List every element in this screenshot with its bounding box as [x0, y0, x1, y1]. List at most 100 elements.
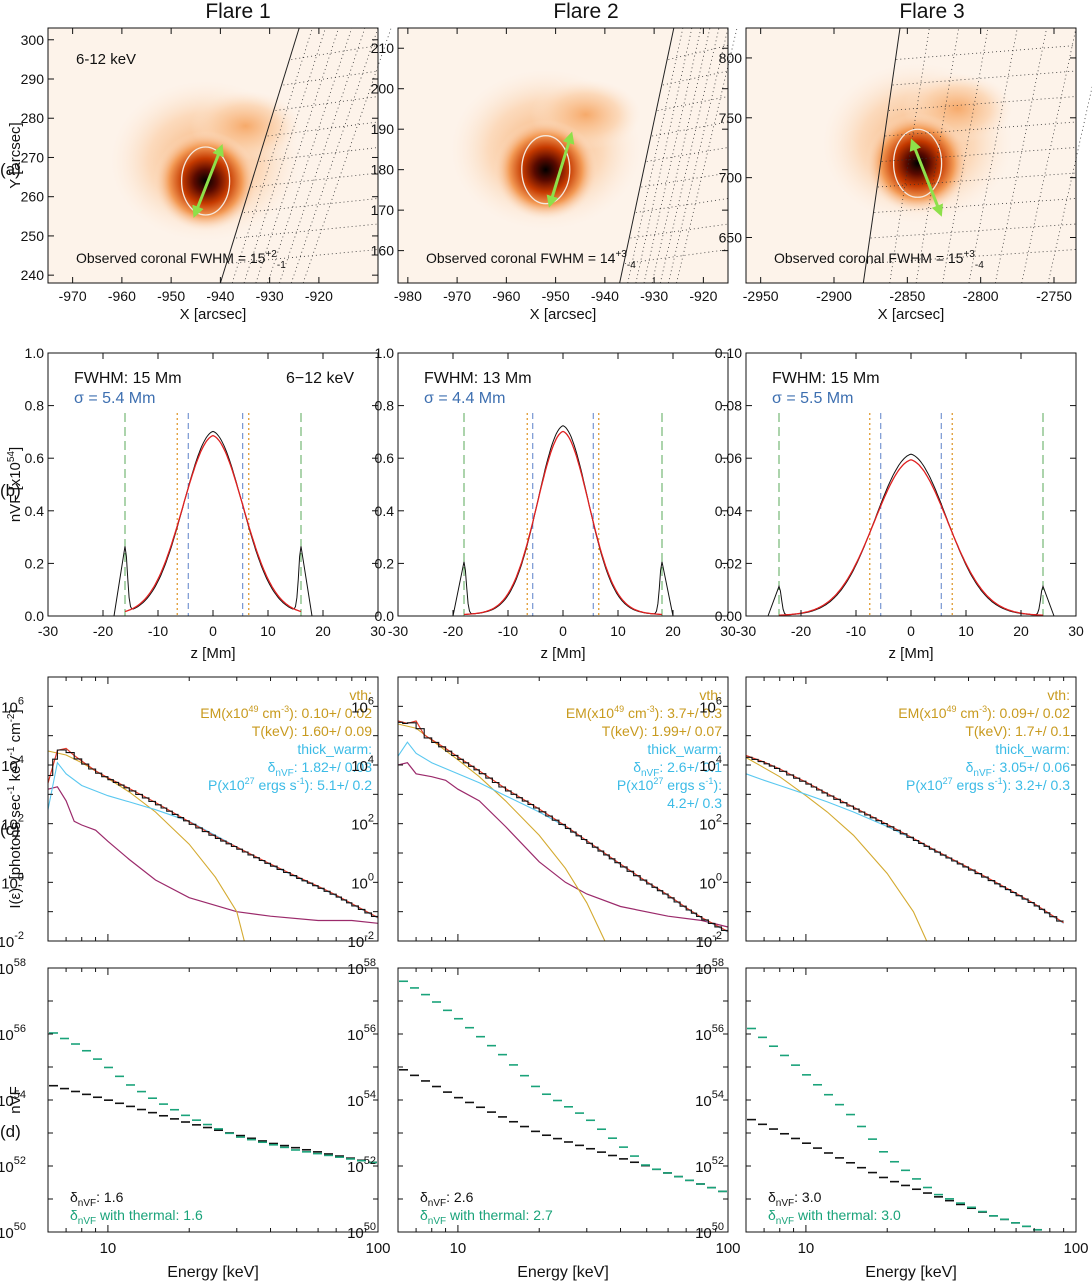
x-tick-label: -20 [791, 623, 811, 639]
x-tick-label: 10 [260, 623, 276, 639]
length-arrow [546, 131, 575, 208]
axes-frame [745, 27, 1077, 284]
grid-line [279, 27, 366, 284]
y-tick-label: 190 [371, 121, 395, 137]
y-tick-label: 10-2 [696, 930, 722, 951]
grid-line [243, 198, 379, 213]
x-tick-label: 30 [720, 623, 736, 639]
y-tick-exponent: 6 [18, 695, 24, 707]
x-tick-label: 100 [715, 1240, 740, 1257]
profile-panel: -30 -20 -10 0 10 20 30 0.0 0.2 0.4 0.6 0.8 1.0 z [Mm]… [375, 345, 736, 662]
thick-warm-label: thick_warm: [995, 741, 1070, 757]
em-value: ): 3.7+/ 0.3 [655, 705, 723, 721]
y-tick-label: 210 [371, 40, 395, 56]
y-tick-exponent: 6 [716, 695, 722, 707]
y-axis-label: nVF [x1054] [6, 447, 24, 522]
thick-warm-label: thick_warm: [297, 741, 372, 757]
x-tick-label: -930 [640, 288, 668, 304]
em-exponent: -3 [979, 704, 987, 714]
sigma-label: σ = 4.4 Mm [424, 390, 505, 407]
y-tick-exponent: 58 [712, 957, 724, 969]
x-axis-label: Energy [keV] [517, 1264, 609, 1281]
x-tick-label: -2750 [1036, 288, 1072, 304]
fwhm-lower-error: -4 [627, 260, 636, 271]
x-tick-label: -10 [148, 623, 168, 639]
x-tick-label: 0 [209, 623, 217, 639]
grid-line [874, 198, 1077, 213]
x-tick-label: 30 [1068, 623, 1084, 639]
solar-limb [219, 27, 300, 284]
y-tick-exponent: 6 [368, 695, 374, 707]
em-label: EM(x1049 cm-3): 0.09+/ 0.02 [898, 704, 1070, 721]
x-axis-label: X [arcsec] [878, 306, 945, 323]
y-axis-label: nVF [7, 1086, 24, 1114]
delta-subscript: nVF [428, 1198, 446, 1209]
emission-core [153, 131, 258, 231]
profile-data-line [113, 430, 313, 617]
x-axis-label: z [Mm] [889, 645, 934, 662]
y-tick-exponent: 54 [364, 1089, 376, 1101]
delta-value: : 1.82+/ 0.03 [294, 759, 372, 775]
y-tick-label: 200 [371, 81, 395, 97]
x-axis-label: Energy [keV] [865, 1264, 957, 1281]
delta-value: : 3.0 [794, 1189, 821, 1205]
fwhm-lower-error: -1 [277, 260, 286, 271]
row-label-c: (c) [0, 820, 20, 839]
em-exponent: 49 [947, 704, 957, 714]
power-exponent: 27 [943, 776, 953, 786]
header-flare-3: Flare 3 [899, 0, 965, 23]
y-tick-exponent: 52 [14, 1155, 26, 1167]
x-tick-label: -2800 [963, 288, 999, 304]
y-tick-exponent: 56 [14, 1023, 26, 1035]
y-tick-label: 1052 [695, 1155, 724, 1176]
delta-subscript: nVF [428, 1216, 446, 1227]
x-tick-label: -980 [394, 288, 422, 304]
y-tick-exponent: 4 [716, 754, 722, 766]
em-exponent: -3 [647, 704, 655, 714]
em-value: ): 0.10+/ 0.02 [289, 705, 372, 721]
power-exponent: 27 [653, 776, 663, 786]
em-label-part: cm [624, 705, 647, 721]
y-tick-exponent: 4 [18, 754, 24, 766]
y-tick-label: 280 [21, 110, 45, 126]
y-tick-exponent: 56 [712, 1023, 724, 1035]
row-label-b: (b) [0, 481, 21, 500]
y-tick-label: 1050 [695, 1221, 724, 1242]
y-axis-label-part: cm [7, 722, 24, 746]
em-exponent: -3 [281, 704, 289, 714]
x-tick-label: -940 [591, 288, 619, 304]
x-tick-label: -30 [736, 623, 756, 639]
y-tick-label: 170 [371, 202, 395, 218]
x-tick-label: -10 [498, 623, 518, 639]
grid-line [866, 249, 1077, 264]
x-tick-label: -940 [206, 288, 234, 304]
delta-label: δnVF: 2.6 [420, 1189, 474, 1209]
axes-frame [397, 676, 729, 942]
delta-label: δnVF: 1.82+/ 0.03 [268, 759, 373, 779]
x-tick-label: 10 [958, 623, 974, 639]
y-tick-label: 0.00 [715, 608, 742, 624]
delta-value: : 2.6+/ 0.1 [659, 759, 722, 775]
grid-line [630, 223, 729, 239]
x-tick-label: -920 [305, 288, 333, 304]
delta-value: : 1.6 [96, 1189, 123, 1205]
grid-line [267, 121, 379, 137]
x-tick-label: 10 [798, 1240, 815, 1257]
grid-line [888, 96, 1077, 111]
y-tick-exponent: 52 [712, 1155, 724, 1167]
row-label-a: (a) [0, 160, 21, 179]
y-tick-label: 100 [351, 871, 374, 892]
x-tick-label: 20 [315, 623, 331, 639]
y-tick-label: 650 [719, 230, 743, 246]
y-tick-exponent: 2 [716, 813, 722, 825]
energy-band-label: 6−12 keV [286, 370, 354, 387]
x-tick-label: 10 [610, 623, 626, 639]
x-axis-label: Energy [keV] [167, 1264, 259, 1281]
grid-line [255, 27, 339, 284]
y-tick-label: 1.0 [375, 345, 395, 361]
grid-line [243, 27, 326, 284]
axes-frame [745, 676, 1077, 942]
y-axis-label-end: ] [7, 447, 24, 451]
